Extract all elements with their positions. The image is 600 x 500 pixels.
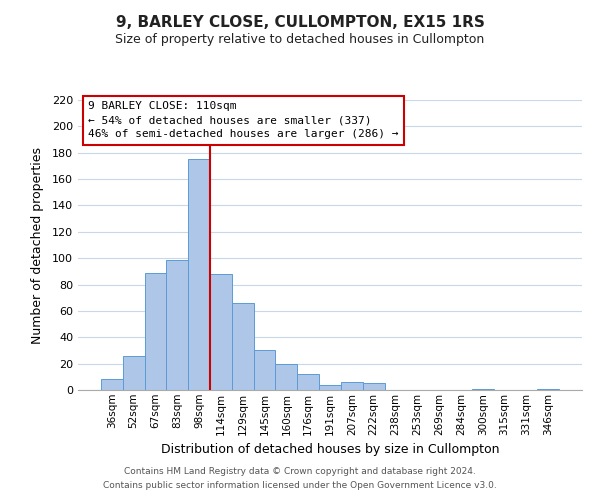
- Bar: [363, 384, 385, 390]
- Bar: [166, 260, 188, 390]
- Bar: [232, 303, 254, 390]
- Bar: [319, 384, 341, 390]
- Text: 9 BARLEY CLOSE: 110sqm
← 54% of detached houses are smaller (337)
46% of semi-de: 9 BARLEY CLOSE: 110sqm ← 54% of detached…: [88, 102, 398, 140]
- Text: Contains public sector information licensed under the Open Government Licence v3: Contains public sector information licen…: [103, 481, 497, 490]
- Bar: [472, 388, 494, 390]
- Bar: [145, 272, 166, 390]
- Text: Contains HM Land Registry data © Crown copyright and database right 2024.: Contains HM Land Registry data © Crown c…: [124, 467, 476, 476]
- Y-axis label: Number of detached properties: Number of detached properties: [31, 146, 44, 344]
- Bar: [123, 356, 145, 390]
- Bar: [101, 380, 123, 390]
- Bar: [341, 382, 363, 390]
- Bar: [188, 160, 210, 390]
- X-axis label: Distribution of detached houses by size in Cullompton: Distribution of detached houses by size …: [161, 443, 499, 456]
- Bar: [210, 274, 232, 390]
- Text: Size of property relative to detached houses in Cullompton: Size of property relative to detached ho…: [115, 32, 485, 46]
- Bar: [297, 374, 319, 390]
- Bar: [275, 364, 297, 390]
- Text: 9, BARLEY CLOSE, CULLOMPTON, EX15 1RS: 9, BARLEY CLOSE, CULLOMPTON, EX15 1RS: [116, 15, 484, 30]
- Bar: [254, 350, 275, 390]
- Bar: [537, 388, 559, 390]
